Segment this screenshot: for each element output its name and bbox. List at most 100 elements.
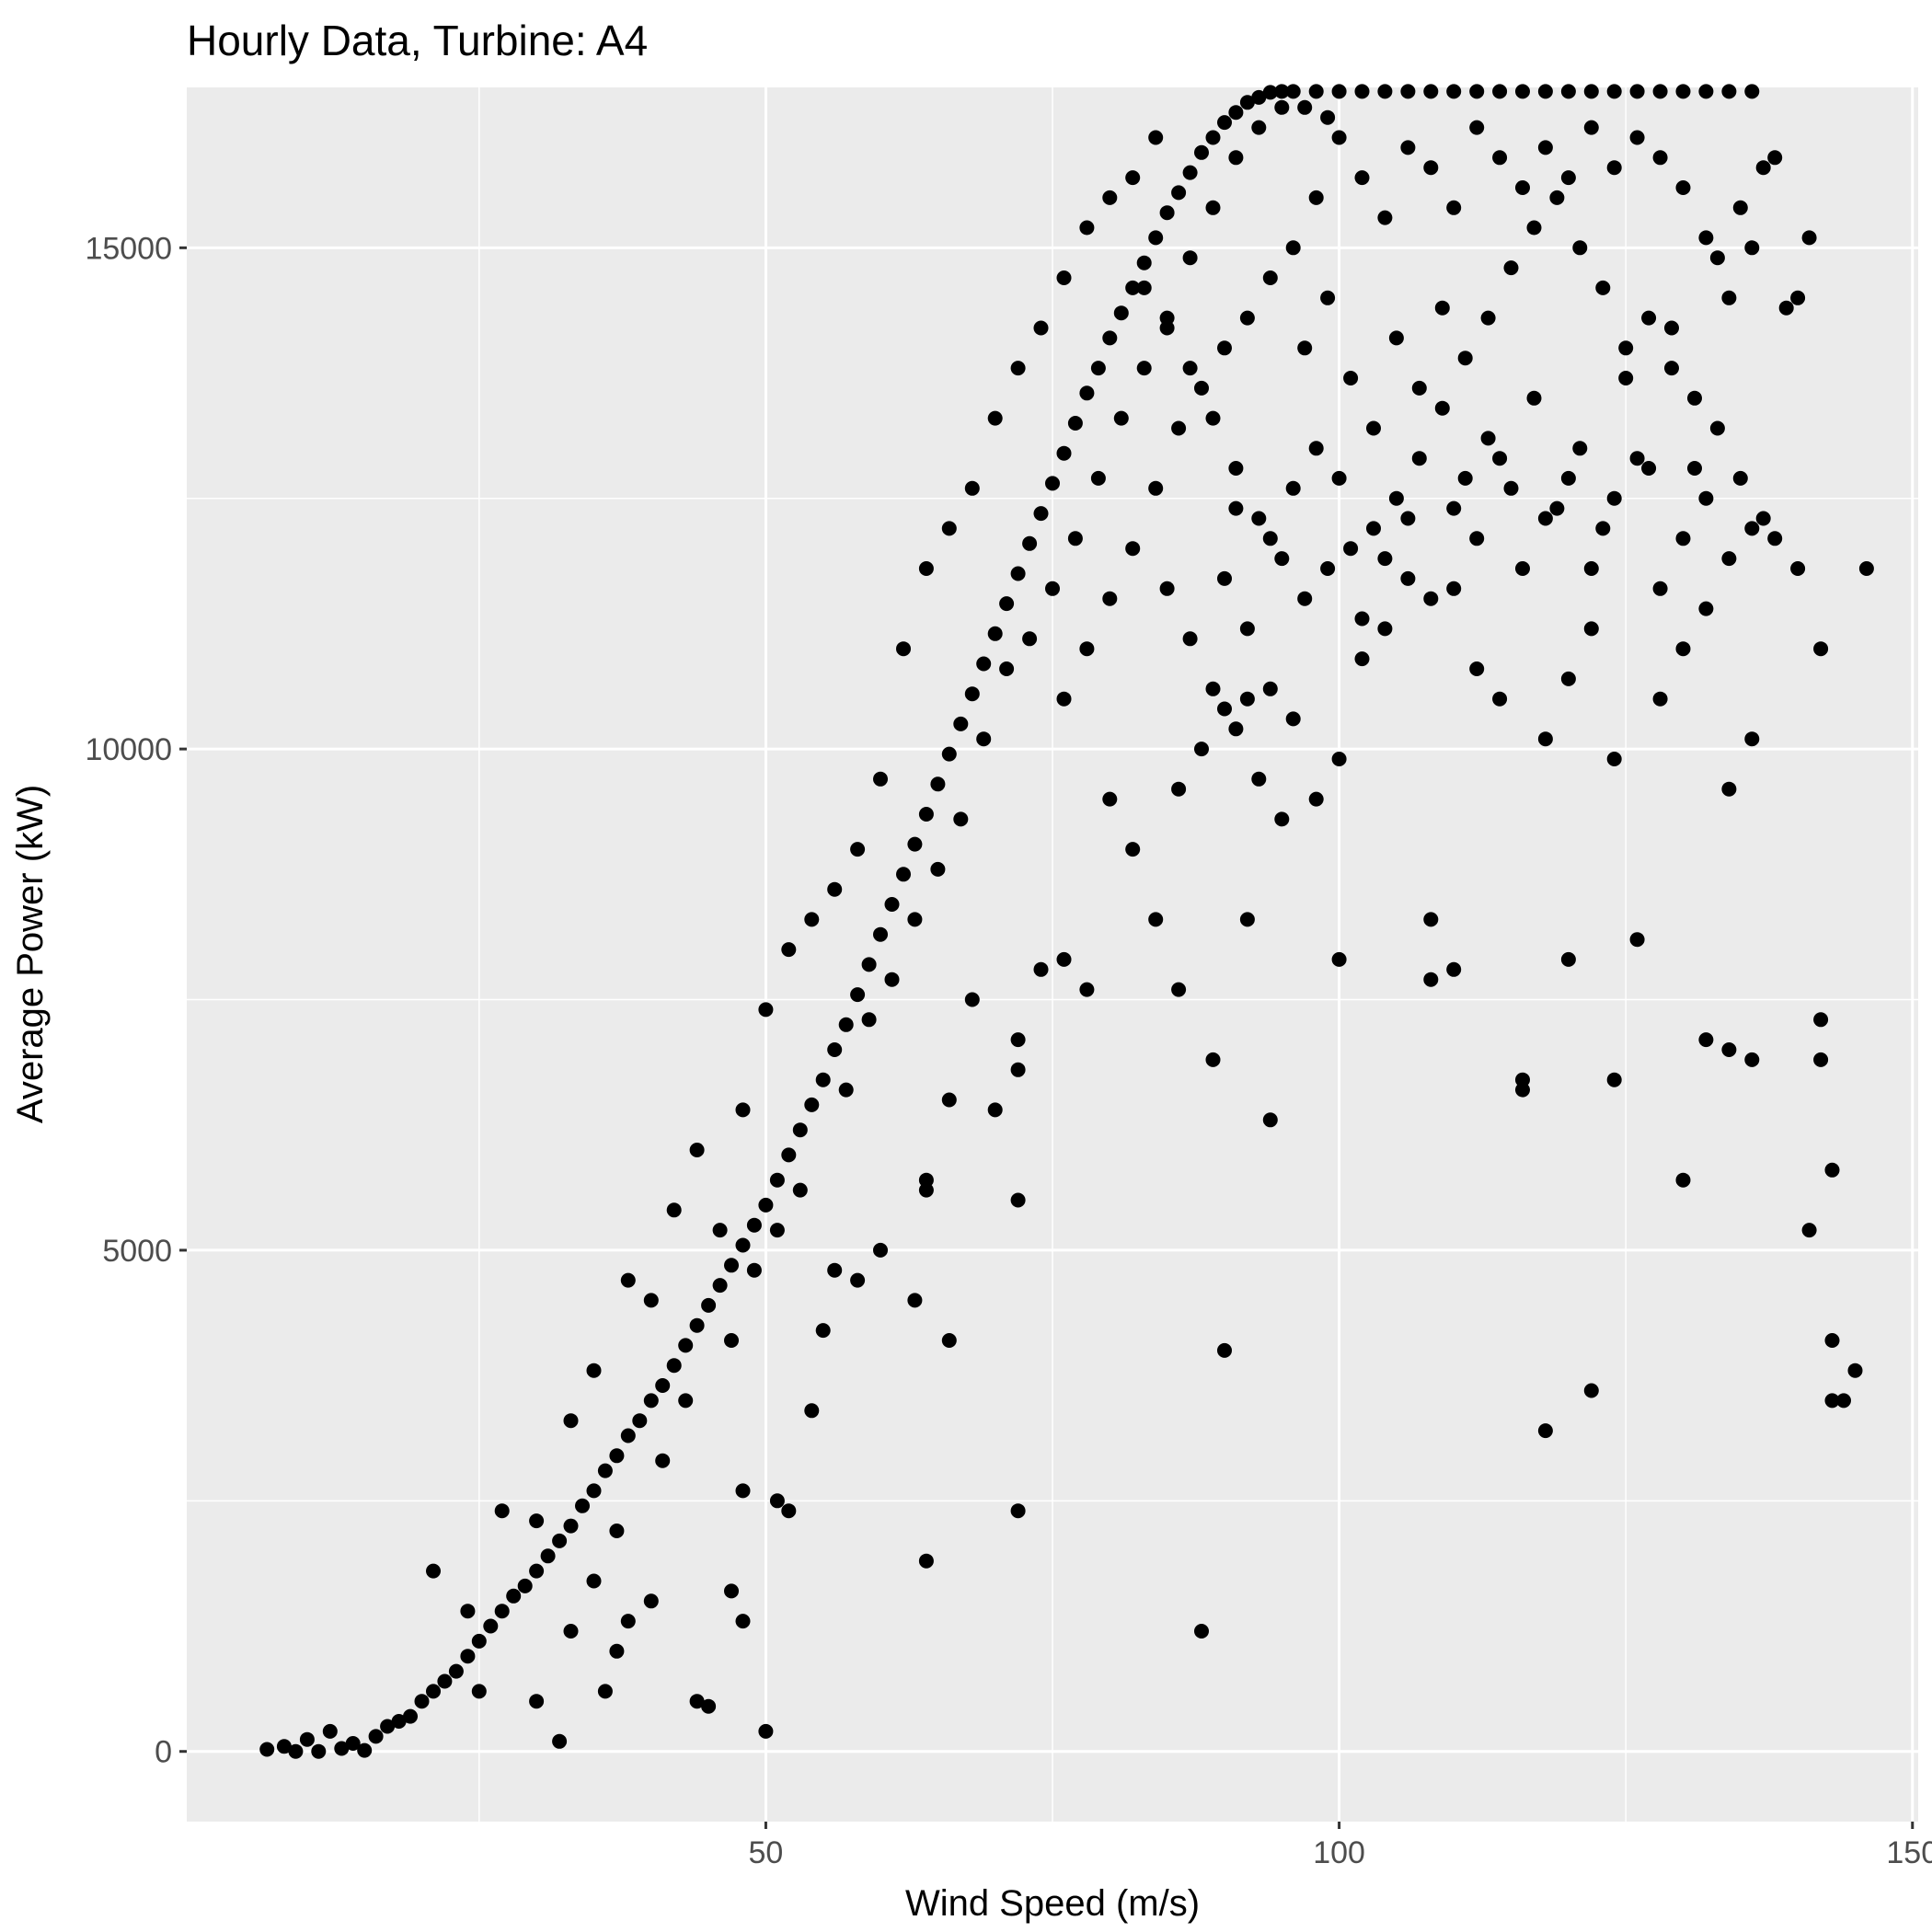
data-point (345, 1736, 361, 1751)
data-point (1721, 551, 1737, 567)
data-point (1148, 230, 1164, 246)
data-point (918, 1553, 934, 1569)
data-point (1136, 280, 1152, 295)
data-point (1698, 490, 1714, 506)
data-point (1652, 84, 1668, 99)
data-point (1675, 1172, 1691, 1188)
data-point (1217, 340, 1232, 356)
data-point (597, 1684, 613, 1699)
data-point (1744, 240, 1760, 256)
data-point (1813, 1052, 1829, 1067)
data-point (1469, 84, 1485, 99)
data-point (1251, 771, 1267, 787)
data-point (1022, 631, 1038, 647)
data-point (1400, 570, 1416, 586)
data-point (1721, 1042, 1737, 1057)
data-point (494, 1604, 510, 1619)
data-point (712, 1278, 728, 1294)
data-point (1847, 1363, 1863, 1378)
data-point (620, 1614, 636, 1629)
data-point (930, 776, 946, 792)
data-point (838, 1082, 854, 1098)
data-point (1583, 561, 1599, 576)
data-point (1698, 84, 1714, 99)
data-point (999, 596, 1015, 612)
data-point (1606, 1072, 1622, 1087)
data-point (953, 811, 969, 827)
data-point (1469, 120, 1485, 135)
data-point (1045, 476, 1060, 491)
data-point (1274, 99, 1290, 115)
data-point (1388, 490, 1404, 506)
data-point (1045, 581, 1060, 596)
data-point (259, 1742, 275, 1757)
data-point (1595, 521, 1611, 536)
data-point (1675, 641, 1691, 657)
data-point (426, 1684, 441, 1699)
data-point (1537, 1423, 1553, 1439)
data-point (1492, 84, 1508, 99)
data-point (1537, 511, 1553, 526)
data-point (1274, 811, 1290, 827)
data-point (357, 1742, 373, 1758)
data-point (735, 1483, 751, 1499)
x-axis-label: Wind Speed (m/s) (905, 1883, 1200, 1924)
data-point (1423, 912, 1439, 927)
data-point (918, 561, 934, 576)
x-axis: 50 100 150 (748, 1822, 1932, 1870)
data-point (1698, 1032, 1714, 1048)
data-point (1824, 1333, 1840, 1348)
data-point (861, 1012, 877, 1028)
data-point (827, 881, 843, 897)
data-point (941, 746, 957, 762)
data-point (1274, 551, 1290, 567)
data-point (1033, 320, 1049, 336)
data-point (1744, 1052, 1760, 1067)
data-point (299, 1731, 315, 1747)
data-point (907, 912, 923, 927)
data-point (1709, 420, 1725, 436)
data-point (1801, 230, 1817, 246)
data-point (643, 1393, 659, 1409)
data-point (1675, 531, 1691, 546)
data-point (1182, 250, 1198, 266)
data-point (1297, 99, 1313, 115)
data-point (769, 1172, 785, 1188)
data-point (827, 1042, 843, 1057)
data-point (1331, 130, 1347, 145)
data-point (1079, 220, 1095, 236)
data-point (884, 897, 900, 912)
data-point (1354, 611, 1370, 627)
y-axis: 0 5000 10000 15000 (85, 231, 187, 1770)
data-point (322, 1723, 338, 1739)
data-point (1331, 470, 1347, 486)
data-point (1354, 651, 1370, 667)
data-point (1079, 641, 1095, 657)
data-point (1228, 461, 1244, 476)
data-point (586, 1363, 602, 1378)
data-point (1606, 84, 1622, 99)
data-point (1744, 731, 1760, 747)
data-point (666, 1358, 682, 1374)
data-point (1503, 260, 1519, 276)
grid-major-lines (187, 87, 1918, 1822)
data-point (1549, 500, 1565, 516)
data-point (1515, 1072, 1530, 1087)
data-point (907, 1293, 923, 1308)
data-point (1366, 521, 1381, 536)
data-point (724, 1258, 739, 1273)
data-point (1010, 361, 1026, 376)
data-point (1136, 361, 1152, 376)
data-point (1320, 561, 1336, 576)
data-point (1285, 240, 1301, 256)
data-point (689, 1694, 705, 1709)
data-point (1262, 681, 1278, 696)
data-point (414, 1694, 430, 1709)
data-point (1560, 170, 1576, 186)
data-point (1102, 791, 1118, 807)
data-point (724, 1333, 739, 1348)
data-point (1744, 84, 1760, 99)
data-point (1377, 551, 1393, 567)
data-point (1446, 200, 1462, 215)
